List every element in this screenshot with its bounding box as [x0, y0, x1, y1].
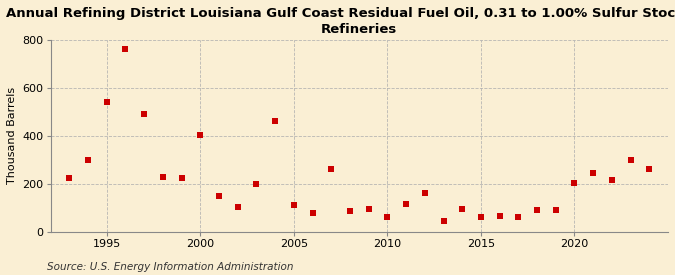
Point — [326, 167, 337, 172]
Point — [607, 178, 618, 183]
Point — [419, 191, 430, 196]
Point — [550, 208, 561, 213]
Point — [401, 202, 412, 207]
Point — [644, 167, 655, 172]
Point — [569, 180, 580, 185]
Point — [64, 176, 75, 180]
Y-axis label: Thousand Barrels: Thousand Barrels — [7, 87, 17, 185]
Point — [82, 158, 93, 162]
Point — [213, 194, 224, 198]
Point — [457, 207, 468, 211]
Point — [270, 119, 281, 124]
Point — [101, 100, 112, 104]
Point — [438, 219, 449, 223]
Point — [251, 182, 262, 186]
Point — [513, 215, 524, 220]
Point — [157, 174, 168, 179]
Point — [139, 112, 150, 117]
Point — [476, 215, 487, 220]
Point — [588, 171, 599, 175]
Point — [176, 176, 187, 180]
Point — [382, 215, 393, 220]
Point — [195, 133, 206, 137]
Point — [288, 203, 299, 208]
Point — [494, 214, 505, 218]
Point — [625, 158, 636, 162]
Text: Source: U.S. Energy Information Administration: Source: U.S. Energy Information Administ… — [47, 262, 294, 271]
Point — [307, 210, 318, 215]
Point — [532, 208, 543, 213]
Point — [232, 205, 243, 209]
Title: Annual Refining District Louisiana Gulf Coast Residual Fuel Oil, 0.31 to 1.00% S: Annual Refining District Louisiana Gulf … — [6, 7, 675, 36]
Point — [363, 207, 374, 211]
Point — [120, 47, 131, 52]
Point — [344, 209, 355, 214]
